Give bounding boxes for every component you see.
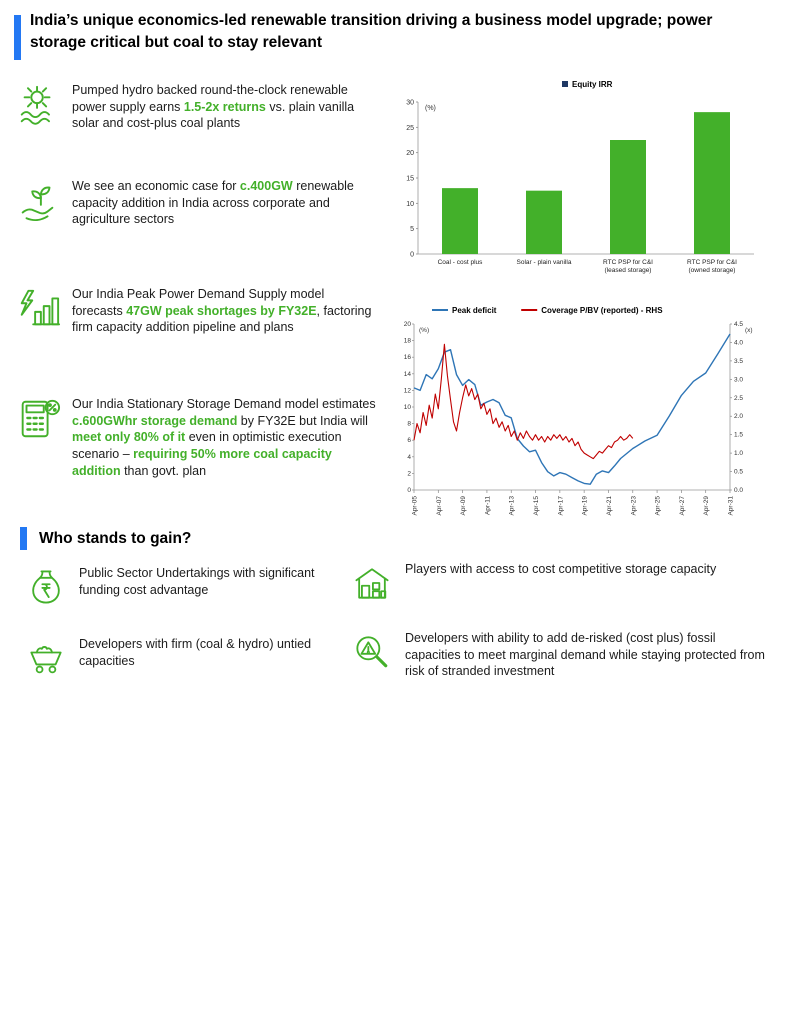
svg-text:RTC PSP for C&I: RTC PSP for C&I — [603, 259, 653, 266]
gain-text-psu: Public Sector Undertakings with signific… — [79, 566, 315, 597]
svg-text:(%): (%) — [425, 105, 436, 112]
insight-text-returns: Pumped hydro backed round-the-clock rene… — [72, 83, 355, 131]
svg-text:18: 18 — [404, 338, 412, 345]
power-demand-icon — [15, 286, 61, 337]
svg-text:14: 14 — [404, 371, 412, 378]
svg-text:10: 10 — [404, 404, 412, 411]
insight-text-capacity: We see an economic case for c.400GW rene… — [72, 179, 354, 227]
svg-text:0.0: 0.0 — [734, 487, 743, 494]
svg-text:(x): (x) — [745, 327, 753, 334]
gain-item-untied-capacity: Developers with firm (coal & hydro) unti… — [24, 636, 358, 685]
title-accent-bar — [14, 15, 21, 60]
insight-peak-demand: Our India Peak Power Demand Supply model… — [15, 286, 377, 337]
svg-text:Apr-11: Apr-11 — [484, 496, 491, 515]
gain-item-storage-players: Players with access to cost competitive … — [350, 561, 766, 610]
insight-pumped-hydro: Pumped hydro backed round-the-clock rene… — [15, 82, 377, 133]
storage-warehouse-icon — [350, 561, 394, 610]
svg-text:15: 15 — [406, 176, 414, 183]
calculator-icon — [15, 396, 61, 479]
equity-irr-bar-chart: Equity IRR 0 5 10 15 20 25 30 (%) Coal - cost plu… — [388, 76, 760, 295]
svg-text:Apr-07: Apr-07 — [436, 496, 443, 516]
gain-accent-bar — [20, 527, 27, 550]
magnifier-alert-icon — [350, 630, 394, 680]
svg-text:Apr-13: Apr-13 — [509, 496, 516, 516]
gain-item-psu: Public Sector Undertakings with signific… — [24, 565, 358, 614]
svg-text:4.0: 4.0 — [734, 339, 743, 346]
svg-text:Apr-31: Apr-31 — [728, 496, 735, 516]
svg-text:Apr-23: Apr-23 — [630, 496, 637, 516]
gain-text-untied: Developers with firm (coal & hydro) unti… — [79, 637, 312, 668]
svg-text:4: 4 — [407, 454, 411, 461]
svg-text:(leased storage): (leased storage) — [605, 267, 652, 274]
svg-text:4.5: 4.5 — [734, 321, 743, 328]
svg-text:Apr-15: Apr-15 — [533, 496, 540, 516]
svg-text:1.0: 1.0 — [734, 450, 743, 457]
money-bag-icon — [24, 565, 68, 614]
svg-text:8: 8 — [407, 421, 411, 428]
insight-storage-demand: Our India Stationary Storage Demand mode… — [15, 396, 377, 479]
svg-text:Apr-19: Apr-19 — [582, 496, 589, 516]
svg-text:Coal - cost plus: Coal - cost plus — [438, 259, 484, 266]
svg-text:Apr-05: Apr-05 — [412, 496, 419, 516]
svg-text:Apr-29: Apr-29 — [703, 496, 710, 516]
page-title: India’s unique economics-led renewable t… — [30, 12, 713, 51]
svg-text:5: 5 — [410, 226, 414, 233]
insight-renewable-capacity: We see an economic case for c.400GW rene… — [15, 178, 377, 229]
svg-text:30: 30 — [406, 100, 414, 107]
svg-text:10: 10 — [406, 201, 414, 208]
gain-heading-text: Who stands to gain? — [39, 529, 192, 547]
svg-text:RTC PSP for C&I: RTC PSP for C&I — [687, 259, 737, 266]
pumped-hydro-icon — [15, 82, 61, 133]
svg-text:0: 0 — [410, 252, 414, 259]
svg-text:Solar - plain vanilla: Solar - plain vanilla — [517, 259, 572, 266]
gain-section-heading: Who stands to gain? — [20, 527, 191, 550]
svg-text:Peak deficit: Peak deficit — [452, 306, 497, 315]
svg-text:2: 2 — [407, 470, 411, 477]
svg-text:Apr-17: Apr-17 — [557, 496, 564, 516]
svg-text:0.5: 0.5 — [734, 469, 743, 476]
svg-text:0: 0 — [407, 487, 411, 494]
gain-item-derisked: Developers with ability to add de-risked… — [350, 630, 770, 680]
svg-text:Apr-25: Apr-25 — [655, 496, 662, 516]
svg-text:20: 20 — [406, 150, 414, 157]
svg-text:20: 20 — [404, 321, 412, 328]
svg-text:(%): (%) — [419, 327, 429, 334]
svg-text:12: 12 — [404, 387, 412, 394]
gain-text-derisked: Developers with ability to add de-risked… — [405, 631, 765, 679]
gain-text-storage-players: Players with access to cost competitive … — [405, 562, 717, 576]
svg-text:25: 25 — [406, 125, 414, 132]
svg-text:3.5: 3.5 — [734, 358, 743, 365]
insight-text-storage: Our India Stationary Storage Demand mode… — [72, 397, 376, 478]
svg-text:6: 6 — [407, 437, 411, 444]
svg-text:Apr-09: Apr-09 — [460, 496, 467, 516]
insight-text-shortage: Our India Peak Power Demand Supply model… — [72, 287, 372, 335]
svg-text:Apr-27: Apr-27 — [679, 496, 686, 516]
svg-text:2.5: 2.5 — [734, 395, 743, 402]
svg-text:3.0: 3.0 — [734, 376, 743, 383]
svg-text:Equity IRR: Equity IRR — [572, 80, 613, 89]
svg-text:Apr-21: Apr-21 — [606, 496, 613, 516]
svg-text:2.0: 2.0 — [734, 413, 743, 420]
hand-plant-icon — [15, 178, 61, 229]
svg-text:(owned storage): (owned storage) — [689, 267, 736, 274]
svg-text:16: 16 — [404, 354, 412, 361]
svg-text:Coverage P/BV (reported) - RHS: Coverage P/BV (reported) - RHS — [541, 306, 663, 315]
mine-cart-icon — [24, 636, 68, 685]
svg-text:1.5: 1.5 — [734, 432, 743, 439]
peak-deficit-line-chart: Peak deficit Coverage P/BV (reported) - R… — [388, 302, 760, 549]
